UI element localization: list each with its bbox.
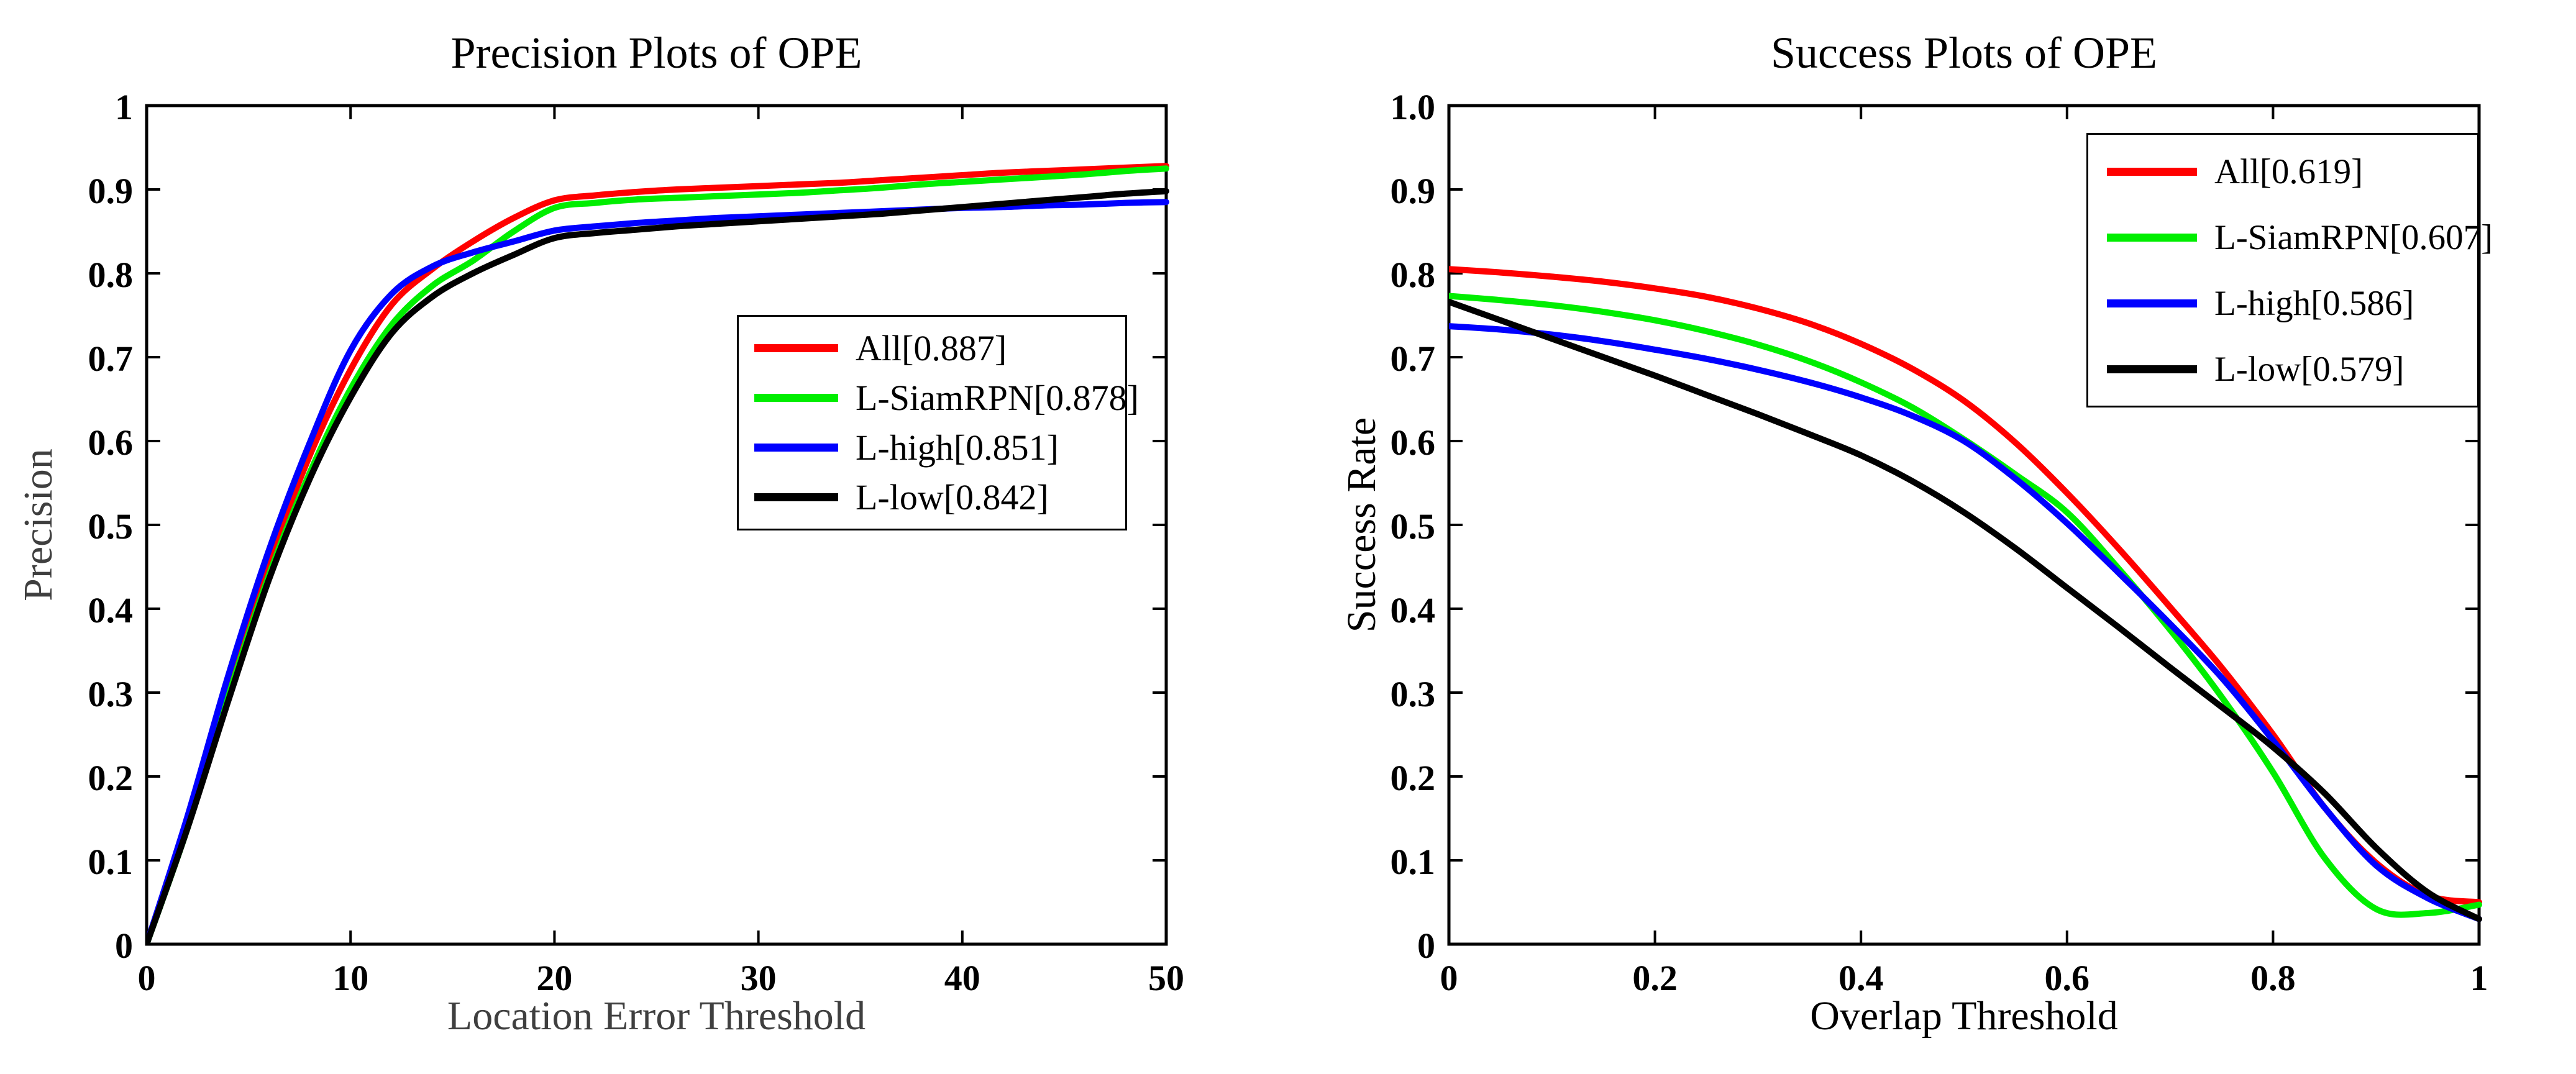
y-tick-label: 0.4 <box>1390 590 1436 630</box>
legend-item-L-SiamRPN: L-SiamRPN[0.878] <box>739 373 1139 423</box>
y-tick-label: 0.6 <box>1390 422 1436 463</box>
legend-line-swatch <box>2107 365 2197 373</box>
curve-L-high <box>1449 323 2482 922</box>
legend-item-All: All[0.887] <box>739 324 1125 373</box>
legend-line-swatch <box>2107 299 2197 307</box>
legend-item-L-high: L-high[0.851] <box>739 423 1125 473</box>
y-tick-label: 1.0 <box>1390 87 1436 127</box>
legend-label: L-SiamRPN[0.607] <box>2214 217 2493 257</box>
x-tick-label: 0 <box>137 958 156 998</box>
y-tick-label: 0 <box>1417 926 1435 966</box>
y-tick-label: 0.5 <box>88 506 134 547</box>
x-tick-label: 30 <box>740 958 777 998</box>
x-tick-label: 0.4 <box>1838 958 1884 998</box>
y-tick-label: 0.3 <box>88 674 134 714</box>
legend-item-All: All[0.619] <box>2088 139 2477 204</box>
y-tick-label: 0.1 <box>88 842 134 882</box>
x-tick-label: 1 <box>2470 958 2488 998</box>
legend-label: L-low[0.579] <box>2214 349 2405 389</box>
legend-label: L-high[0.851] <box>856 427 1059 468</box>
y-tick-label: 0.2 <box>1390 758 1436 798</box>
x-axis-label: Overlap Threshold <box>1810 993 2118 1039</box>
x-axis-label: Location Error Threshold <box>447 993 866 1039</box>
y-tick-label: 0.7 <box>1390 339 1436 379</box>
legend-item-L-SiamRPN: L-SiamRPN[0.607] <box>2088 204 2493 270</box>
legend-line-swatch <box>2107 167 2197 176</box>
curve-L-low <box>147 188 1169 944</box>
y-tick-label: 1 <box>115 87 133 127</box>
legend: All[0.887] L-SiamRPN[0.878] L-high[0.851] L… <box>737 315 1139 530</box>
legend-line-swatch <box>2107 233 2197 242</box>
y-tick-label: 0.5 <box>1390 506 1436 547</box>
y-tick-label: 0.3 <box>1390 674 1436 714</box>
legend-item-L-high: L-high[0.586] <box>2088 270 2477 336</box>
legend-line-swatch <box>754 394 838 402</box>
legend-item-L-low: L-low[0.579] <box>2088 336 2477 402</box>
y-tick-label: 0.9 <box>1390 171 1436 211</box>
y-tick-label: 0.1 <box>1390 842 1436 882</box>
y-tick-label: 0 <box>115 926 133 966</box>
y-tick-label: 0.6 <box>88 422 134 463</box>
x-tick-label: 50 <box>1148 958 1184 998</box>
y-tick-label: 0.8 <box>1390 255 1436 295</box>
y-tick-label: 0.9 <box>88 171 134 211</box>
legend-label: L-high[0.586] <box>2214 283 2414 323</box>
plot-area <box>145 104 1169 946</box>
page-title: Precision Plots of OPE <box>450 28 862 78</box>
legend-line-swatch <box>754 493 838 501</box>
page-title: Success Plots of OPE <box>1770 28 2158 78</box>
curve-All <box>147 163 1169 944</box>
legend-label: L-low[0.842] <box>856 476 1049 517</box>
x-tick-label: 0.2 <box>1632 958 1678 998</box>
x-tick-label: 10 <box>332 958 369 998</box>
y-tick-label: 0.8 <box>88 255 134 295</box>
y-tick-label: 0.4 <box>88 590 134 630</box>
x-tick-label: 40 <box>944 958 980 998</box>
y-tick-label: 0.7 <box>88 339 134 379</box>
x-tick-label: 20 <box>536 958 573 998</box>
legend-line-swatch <box>754 444 838 452</box>
x-tick-label: 0 <box>1440 958 1458 998</box>
legend-line-swatch <box>754 344 838 352</box>
legend-item-L-low: L-low[0.842] <box>739 473 1125 522</box>
x-tick-label: 0.8 <box>2250 958 2296 998</box>
legend: All[0.619] L-SiamRPN[0.607] L-high[0.586] L… <box>2086 133 2493 407</box>
legend-label: L-SiamRPN[0.878] <box>856 377 1139 418</box>
curve-L-low <box>1449 298 2482 922</box>
legend-label: All[0.619] <box>2214 152 2364 191</box>
legend-label: All[0.887] <box>856 327 1007 368</box>
x-tick-label: 0.6 <box>2044 958 2090 998</box>
y-tick-label: 0.2 <box>88 758 134 798</box>
